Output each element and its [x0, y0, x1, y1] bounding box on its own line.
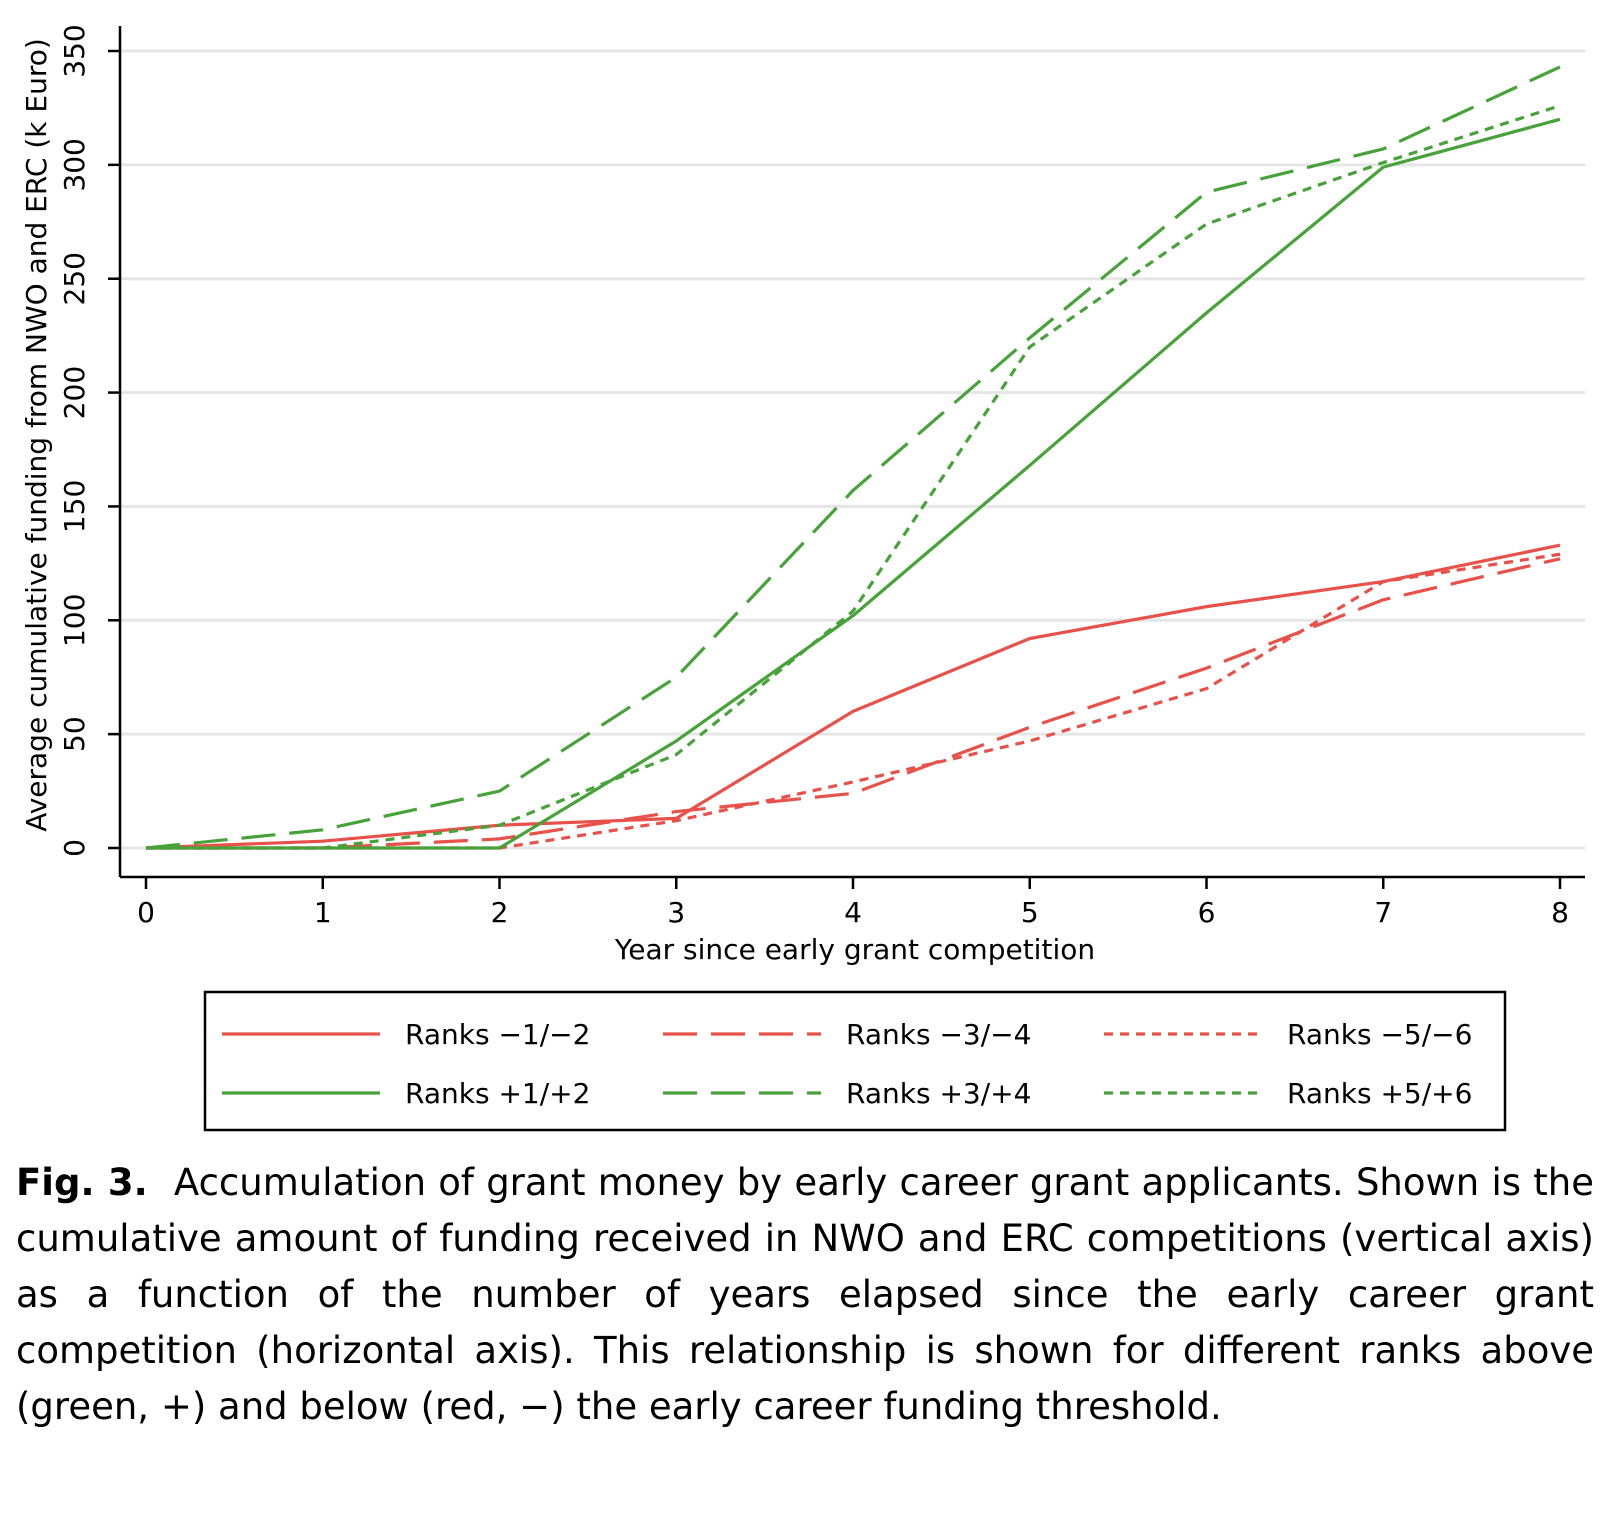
figure-caption: Fig. 3. Accumulation of grant money by e… — [16, 1155, 1594, 1435]
legend-label: Ranks −3/−4 — [846, 1018, 1031, 1051]
x-tick-label: 3 — [667, 896, 685, 929]
y-tick-label: 350 — [58, 24, 91, 77]
caption-label: Fig. 3. — [16, 1161, 148, 1204]
y-tick-label: 300 — [58, 138, 91, 191]
x-tick-label: 6 — [1198, 896, 1216, 929]
x-axis-label: Year since early grant competition — [614, 933, 1095, 966]
series-lines — [145, 65, 1561, 850]
x-tick-label: 2 — [491, 896, 509, 929]
x-tick-label: 7 — [1374, 896, 1392, 929]
y-tick-labels: 0 50 100 150 200 250 300 350 — [58, 24, 91, 857]
x-tick-label: 4 — [844, 896, 862, 929]
y-tick-label: 250 — [58, 252, 91, 305]
y-tick-label: 150 — [58, 480, 91, 533]
chart: 0 50 100 150 200 250 300 350 0 1 2 3 4 5 6 7 8 Average … — [20, 24, 1585, 1132]
legend: Ranks −1/−2 Ranks −3/−4 Ranks −5/−6 Ranks +… — [203, 990, 1507, 1132]
y-tick-label: 100 — [58, 594, 91, 647]
x-tick-label: 0 — [137, 896, 155, 929]
series-line-2 — [146, 557, 1561, 850]
y-tick-label: 0 — [58, 839, 91, 857]
series-line-4 — [146, 117, 1561, 850]
gridlines — [120, 49, 1585, 850]
series-line-1 — [145, 543, 1561, 850]
y-tick-label: 200 — [58, 366, 91, 419]
legend-label: Ranks −1/−2 — [405, 1018, 590, 1051]
x-tick-label: 5 — [1021, 896, 1039, 929]
series-line-5 — [145, 65, 1561, 850]
axes — [108, 26, 1585, 889]
x-tick-labels: 0 1 2 3 4 5 6 7 8 — [137, 896, 1569, 929]
x-tick-label: 1 — [314, 896, 332, 929]
x-tick-label: 8 — [1551, 896, 1569, 929]
series-line-6 — [146, 104, 1561, 850]
legend-box — [203, 990, 1507, 1132]
legend-label: Ranks +3/+4 — [846, 1077, 1031, 1110]
legend-label: Ranks −5/−6 — [1287, 1018, 1472, 1051]
legend-label: Ranks +1/+2 — [405, 1077, 590, 1110]
y-tick-label: 50 — [58, 716, 91, 752]
series-line-3 — [146, 552, 1561, 850]
y-axis-label: Average cumulative funding from NWO and … — [20, 38, 53, 832]
legend-label: Ranks +5/+6 — [1287, 1077, 1472, 1110]
caption-text: Accumulation of grant money by early car… — [16, 1161, 1594, 1428]
